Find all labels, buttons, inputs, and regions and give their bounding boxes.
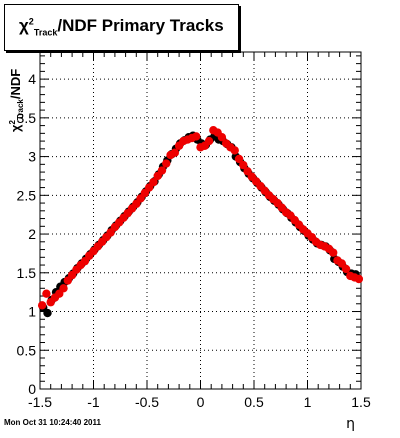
- marker-red: [162, 159, 171, 168]
- marker-red: [42, 289, 51, 298]
- y-tick-label: 2.5: [17, 187, 37, 203]
- timestamp: Mon Oct 31 10:24:40 2011: [4, 418, 101, 427]
- marker-red: [341, 264, 351, 274]
- y-tick-label: 4: [28, 71, 36, 87]
- y-label-sub: Track: [16, 99, 25, 120]
- x-tick-label: 0.5: [244, 394, 264, 410]
- marker-red: [192, 132, 201, 141]
- marker-red: [328, 248, 338, 257]
- title-sub: Track: [33, 27, 58, 38]
- y-axis-label-text: χ2Track/NDF: [8, 69, 25, 132]
- y-label-rest: /NDF: [8, 69, 23, 99]
- marker-red: [204, 136, 214, 146]
- marker-red: [37, 301, 47, 310]
- y-tick-label: 0.5: [17, 342, 37, 358]
- y-label-chi: χ: [8, 124, 23, 132]
- x-tick-label: -1: [87, 394, 100, 410]
- marker-red: [59, 284, 68, 293]
- y-tick-label: 3.5: [17, 110, 37, 126]
- marker-red: [239, 160, 248, 170]
- marker-black: [43, 308, 52, 318]
- marker-red: [157, 166, 167, 175]
- x-tick-label: 0: [197, 394, 205, 410]
- marker-red: [234, 154, 244, 164]
- y-tick-label: 0: [28, 381, 36, 397]
- title-sup: 2: [28, 16, 34, 27]
- y-axis-label: χ2Track/NDF: [8, 69, 25, 132]
- marker-red: [170, 148, 180, 157]
- x-tick-label: 1.5: [351, 394, 371, 410]
- chart-title: χ2Track/NDF Primary Tracks: [19, 16, 224, 37]
- y-tick-label: 2: [28, 226, 36, 242]
- title-chi: χ: [19, 16, 29, 35]
- title-rest: /NDF Primary Tracks: [57, 16, 224, 35]
- x-axis-label: η: [346, 416, 355, 432]
- x-tick-label: -0.5: [135, 394, 159, 410]
- y-tick-label: 3: [28, 149, 36, 165]
- marker-red: [354, 274, 364, 284]
- y-label-sup: 2: [8, 120, 17, 125]
- marker-red: [217, 133, 227, 142]
- y-tick-label: 1.5: [17, 265, 37, 281]
- marker-red: [230, 146, 239, 155]
- chart-title-box: χ2Track/NDF Primary Tracks: [4, 4, 239, 51]
- y-tick-label: 1: [28, 304, 36, 320]
- marker-red: [149, 177, 158, 187]
- x-tick-label: 1: [304, 394, 312, 410]
- x-tick-label: -1.5: [28, 394, 52, 410]
